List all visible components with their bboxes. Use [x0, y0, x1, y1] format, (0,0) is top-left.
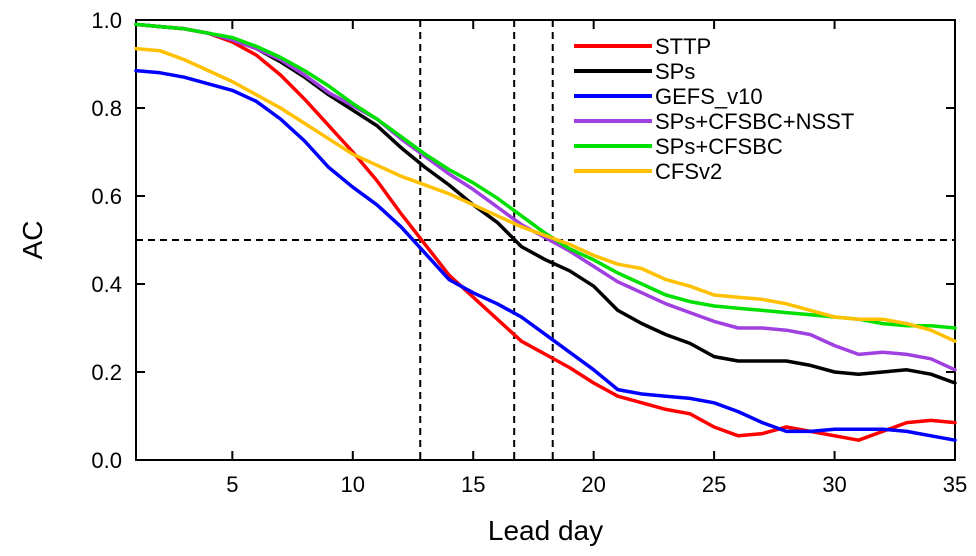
series-line-sps	[134, 22, 957, 385]
x-tick-label: 35	[943, 472, 967, 497]
y-tick-label: 0.6	[91, 184, 122, 209]
x-tick-label: 30	[822, 472, 846, 497]
series-line-gefs-v10	[134, 68, 957, 442]
reference-lines	[136, 20, 955, 460]
legend-label: CFSv2	[655, 159, 722, 184]
series-lines	[134, 22, 957, 442]
x-tick-label: 20	[581, 472, 605, 497]
x-axis-tick-labels: 5 10 15 20 25 30 35	[226, 472, 967, 497]
series-line-cfsv2	[134, 46, 957, 343]
series-line-sps-cfsbc	[134, 22, 957, 330]
x-axis-title: Lead day	[488, 515, 603, 546]
y-tick-label: 0.0	[91, 448, 122, 473]
y-axis-title: AC	[17, 221, 48, 260]
legend-label: SPs+CFSBC+NSST	[655, 109, 854, 134]
series-line-sttp	[134, 22, 957, 442]
plot-area	[134, 19, 957, 461]
x-tick-label: 25	[702, 472, 726, 497]
y-axis-tick-labels: 0.0 0.2 0.4 0.6 0.8 1.0	[91, 8, 122, 473]
x-tick-label: 5	[226, 472, 238, 497]
axis-ticks	[136, 19, 956, 461]
legend-label: SPs+CFSBC	[655, 134, 783, 159]
legend-label: GEFS_v10	[655, 84, 763, 109]
series-line-sps-cfsbc-nsst	[134, 22, 957, 372]
legend: STTPSPsGEFS_v10SPs+CFSBC+NSSTSPs+CFSBCCF…	[574, 34, 854, 184]
y-tick-label: 1.0	[91, 8, 122, 33]
legend-label: STTP	[655, 34, 711, 59]
y-tick-label: 0.4	[91, 272, 122, 297]
y-tick-label: 0.8	[91, 96, 122, 121]
legend-label: SPs	[655, 59, 695, 84]
x-tick-label: 10	[341, 472, 365, 497]
x-tick-label: 15	[461, 472, 485, 497]
y-tick-label: 0.2	[91, 360, 122, 385]
